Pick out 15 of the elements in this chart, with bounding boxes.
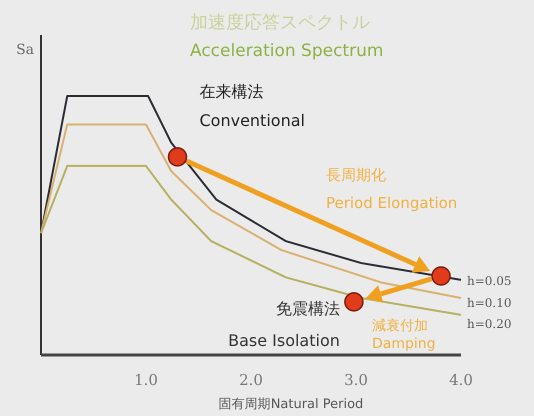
x-tick-label: 2.0 — [239, 371, 263, 389]
x-tick-label: 3.0 — [344, 371, 368, 389]
annotation: 減衰付加 Damping — [372, 318, 436, 352]
series-label: h=0.20 — [467, 316, 512, 331]
series-label: h=0.05 — [467, 274, 512, 288]
chart-title: 加速度応答スペクトル — [190, 12, 370, 33]
y-axis-title: Sa — [16, 42, 34, 58]
x-tick-label: 1.0 — [134, 371, 158, 389]
annotation: 長周期化 Period Elongation — [326, 166, 458, 212]
x-axis-title: 固有周期Natural Period — [218, 397, 364, 412]
series-label: h=0.10 — [467, 296, 512, 310]
chart-subtitle: Acceleration Spectrum — [190, 41, 384, 61]
annotation: 免震構法 Base Isolation — [228, 298, 340, 350]
annotation: 在来構法 Conventional — [200, 82, 305, 130]
x-tick-label: 4.0 — [449, 371, 473, 389]
